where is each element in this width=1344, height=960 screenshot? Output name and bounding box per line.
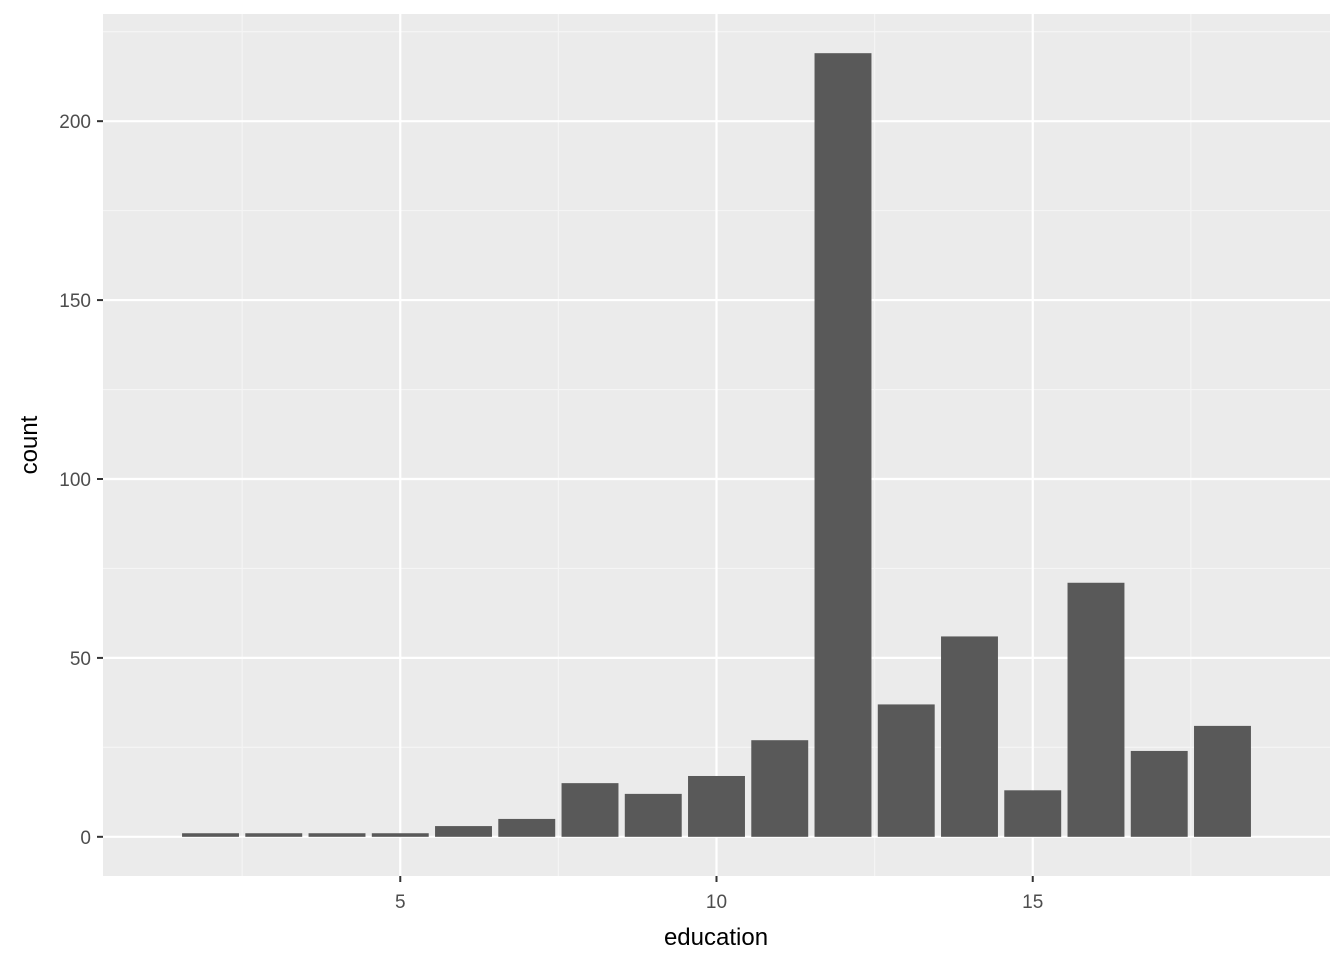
bar — [308, 833, 366, 837]
bar — [245, 833, 303, 837]
y-tick-label: 200 — [59, 112, 91, 133]
bar — [941, 636, 998, 837]
bar — [182, 833, 239, 837]
x-axis-ticks: 5 10 15 — [395, 876, 1043, 913]
major-gridlines — [103, 14, 1330, 876]
bar — [624, 793, 682, 837]
bar — [1130, 750, 1188, 837]
bar — [1004, 790, 1062, 837]
bar — [435, 826, 492, 837]
y-tick-label: 100 — [59, 470, 91, 491]
bar — [498, 818, 556, 837]
y-axis-ticks: 0 50 100 150 200 — [59, 112, 103, 849]
bar — [814, 53, 872, 837]
y-tick-label: 0 — [80, 828, 91, 849]
x-tick-label: 15 — [1022, 892, 1043, 913]
bar — [688, 775, 745, 837]
bar — [877, 704, 935, 837]
bars — [182, 53, 1251, 837]
y-tick-label: 50 — [70, 649, 91, 670]
bar — [371, 833, 429, 837]
y-tick-label: 150 — [59, 291, 91, 312]
y-axis-title: count — [16, 415, 43, 474]
bar — [1067, 582, 1125, 837]
x-tick-label: 10 — [706, 892, 727, 913]
bar — [751, 740, 809, 837]
bar — [1194, 725, 1251, 837]
x-tick-label: 5 — [395, 892, 406, 913]
x-axis-title: education — [664, 924, 768, 951]
bar — [561, 783, 619, 837]
